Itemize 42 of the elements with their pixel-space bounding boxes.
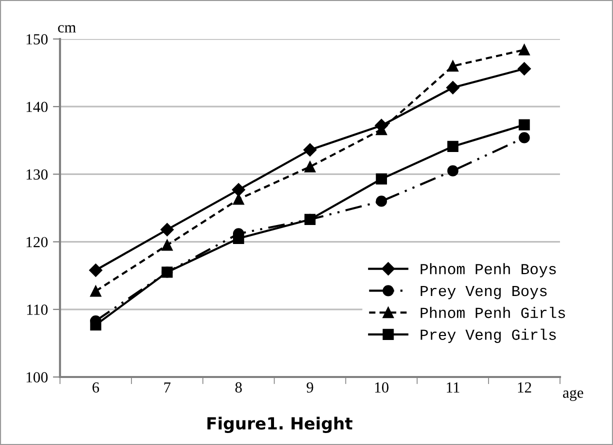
point xyxy=(160,223,174,236)
point xyxy=(518,44,530,56)
legend-label: Prey Veng Boys xyxy=(420,286,547,300)
y-tick-label: 130 xyxy=(26,169,48,180)
legend-label: Prey Veng Girls xyxy=(420,328,556,343)
y-tick-label: 110 xyxy=(27,304,48,315)
point xyxy=(518,62,531,76)
x-tick-label: 6 xyxy=(92,382,100,393)
x-axis-title: age xyxy=(563,390,584,401)
point xyxy=(446,81,460,94)
legend-label: Phnom Penh Boys xyxy=(420,263,556,278)
point xyxy=(89,264,102,277)
x-tick-label: 11 xyxy=(446,382,460,392)
point xyxy=(304,214,316,226)
x-tick-label: 12 xyxy=(518,382,532,392)
x-tick-label: 8 xyxy=(235,382,242,393)
point xyxy=(232,183,246,196)
point xyxy=(162,266,173,278)
y-tick-label: 120 xyxy=(26,236,48,248)
point xyxy=(376,196,387,207)
point xyxy=(447,165,458,176)
y-axis-title: cm xyxy=(58,25,76,33)
point xyxy=(447,140,458,152)
text: Figure1. Height xyxy=(207,416,352,433)
point xyxy=(376,173,387,184)
point xyxy=(90,319,102,331)
x-tick-label: 9 xyxy=(306,382,314,393)
point xyxy=(518,132,530,144)
y-tick-label: 100 xyxy=(26,372,48,382)
x-tick-label: 10 xyxy=(375,382,388,393)
legend-label: Phnom Penh Girls xyxy=(420,306,565,318)
y-tick-label: 140 xyxy=(26,102,48,112)
point xyxy=(518,119,530,130)
x-tick-label: 7 xyxy=(164,382,171,392)
point xyxy=(90,286,102,297)
point xyxy=(304,161,316,172)
y-tick-label: 150 xyxy=(26,34,48,44)
point xyxy=(303,143,317,156)
point xyxy=(233,232,244,244)
point xyxy=(233,194,244,205)
point xyxy=(162,240,173,251)
point xyxy=(447,60,458,72)
